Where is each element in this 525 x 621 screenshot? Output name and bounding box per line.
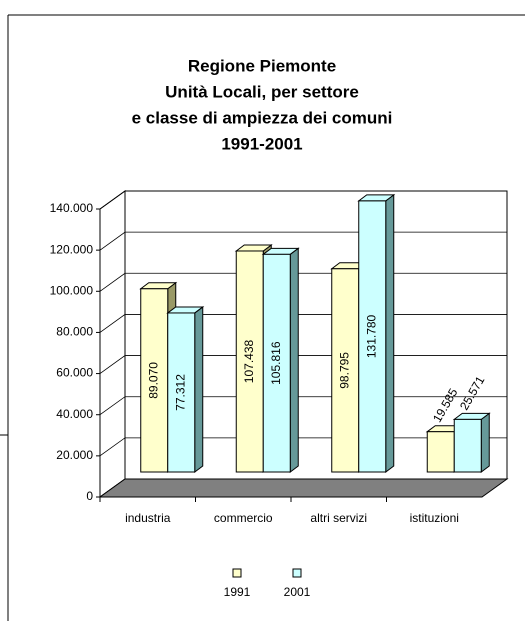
data-label: 98.795 (337, 352, 351, 389)
bar (426, 431, 455, 473)
chart-title: Unità Locali, per settore (165, 82, 359, 101)
data-label: 131.780 (364, 314, 378, 358)
data-label: 107.438 (242, 339, 256, 383)
bar (262, 253, 291, 473)
bar (167, 312, 196, 473)
chart-title: Regione Piemonte (188, 56, 336, 75)
data-label: 105.816 (269, 341, 283, 385)
y-tick-label: 120.000 (50, 242, 94, 256)
data-label: 77.312 (173, 374, 187, 411)
legend-swatch (292, 568, 302, 578)
y-tick-label: 100.000 (50, 283, 94, 297)
data-label: 89.070 (146, 362, 160, 399)
y-tick-label: 40.000 (56, 407, 93, 421)
x-tick-label: commercio (214, 511, 273, 525)
grid-line (99, 190, 507, 210)
chart-title: e classe di ampiezza dei comuni (132, 108, 393, 127)
bar-side (289, 247, 299, 473)
x-tick-label: istituzioni (410, 511, 459, 525)
y-tick-label: 0 (86, 489, 93, 503)
legend-label: 1991 (224, 585, 251, 599)
chart-title: 1991-2001 (221, 134, 302, 153)
floor (98, 478, 509, 498)
y-tick-label: 60.000 (56, 366, 93, 380)
y-tick-label: 20.000 (56, 448, 93, 462)
bar (358, 200, 387, 473)
bar-side (480, 412, 490, 473)
bar (331, 268, 360, 473)
bar (235, 250, 264, 473)
x-tick-label: industria (125, 511, 171, 525)
legend-label: 2001 (284, 585, 311, 599)
bar-side (385, 193, 395, 473)
bar (453, 418, 482, 473)
side-wall (99, 190, 126, 498)
y-tick-label: 140.000 (50, 201, 94, 215)
x-tick-label: altri servizi (310, 511, 367, 525)
legend-swatch (232, 568, 242, 578)
y-tick-label: 80.000 (56, 325, 93, 339)
bar-side (194, 305, 204, 473)
